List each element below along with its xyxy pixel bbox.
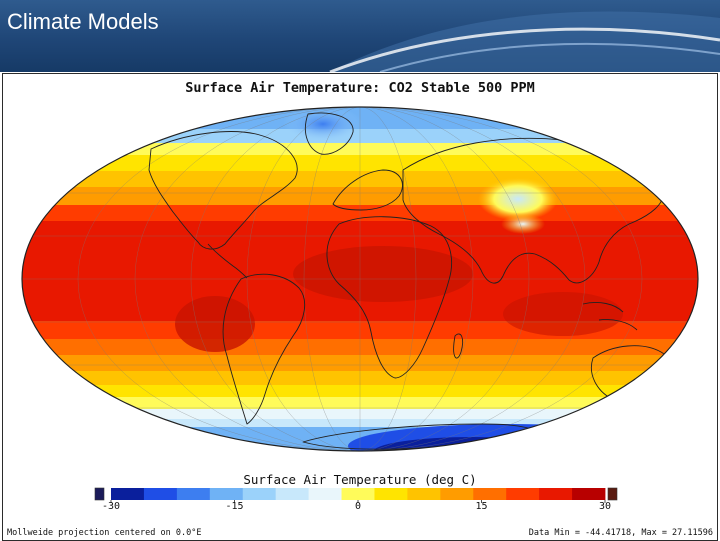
projection-note: Mollweide projection centered on 0.0°E (7, 528, 202, 538)
colorbar-swatch (308, 488, 342, 500)
colorbar-swatch (176, 488, 211, 500)
colorbar-swatch (143, 488, 178, 500)
colorbar-tick-marks (110, 500, 606, 503)
coastline-central-america (207, 243, 248, 279)
graticule (22, 107, 698, 451)
temperature-map (21, 106, 699, 452)
coastline-greenland (304, 112, 354, 155)
colorbar-swatch (407, 488, 441, 500)
colorbar-tick-label: -15 (225, 501, 244, 512)
colorbar-title: Surface Air Temperature (deg C) (243, 472, 477, 487)
globe-outline (21, 106, 699, 452)
slide-header: Climate Models (0, 0, 720, 72)
colorbar-swatch (572, 488, 606, 500)
coastlines (148, 112, 676, 450)
colorbar-swatch (111, 488, 145, 500)
coastline-south-america (222, 273, 306, 425)
colorbar-tick-label: 0 (354, 501, 362, 512)
colorbar-swatch (374, 488, 408, 500)
colorbar-swatch (242, 488, 277, 500)
colorbar-swatch (275, 488, 309, 500)
colorbar (94, 487, 618, 503)
colorbar-swatch (341, 488, 375, 500)
colorbar-swatches (111, 488, 606, 500)
map-title: Surface Air Temperature: CO2 Stable 500 … (185, 80, 535, 96)
colorbar-swatch (473, 488, 507, 500)
coastline-madagascar (453, 333, 464, 359)
data-range-note: Data Min = -44.41718, Max = 27.11596 (528, 528, 713, 538)
coastline-indonesia (582, 301, 638, 331)
colorbar-swatch (539, 488, 573, 500)
colorbar-tick-label: 30 (598, 501, 612, 512)
colorbar-under-swatch (94, 487, 105, 501)
slide-title: Climate Models (7, 9, 159, 34)
map-figure: Surface Air Temperature: CO2 Stable 500 … (2, 73, 718, 541)
colorbar-tick-label: -30 (101, 501, 121, 512)
colorbar-tick-label: 15 (475, 501, 488, 512)
colorbar-swatch (440, 488, 474, 500)
coastline-north-america (148, 131, 298, 250)
coastline-europe (332, 169, 403, 211)
coastline-africa (326, 216, 452, 379)
colorbar-swatch (506, 488, 540, 500)
colorbar-over-swatch (607, 487, 618, 501)
colorbar-swatch (209, 488, 244, 500)
header-swoosh-decoration (329, 11, 720, 72)
